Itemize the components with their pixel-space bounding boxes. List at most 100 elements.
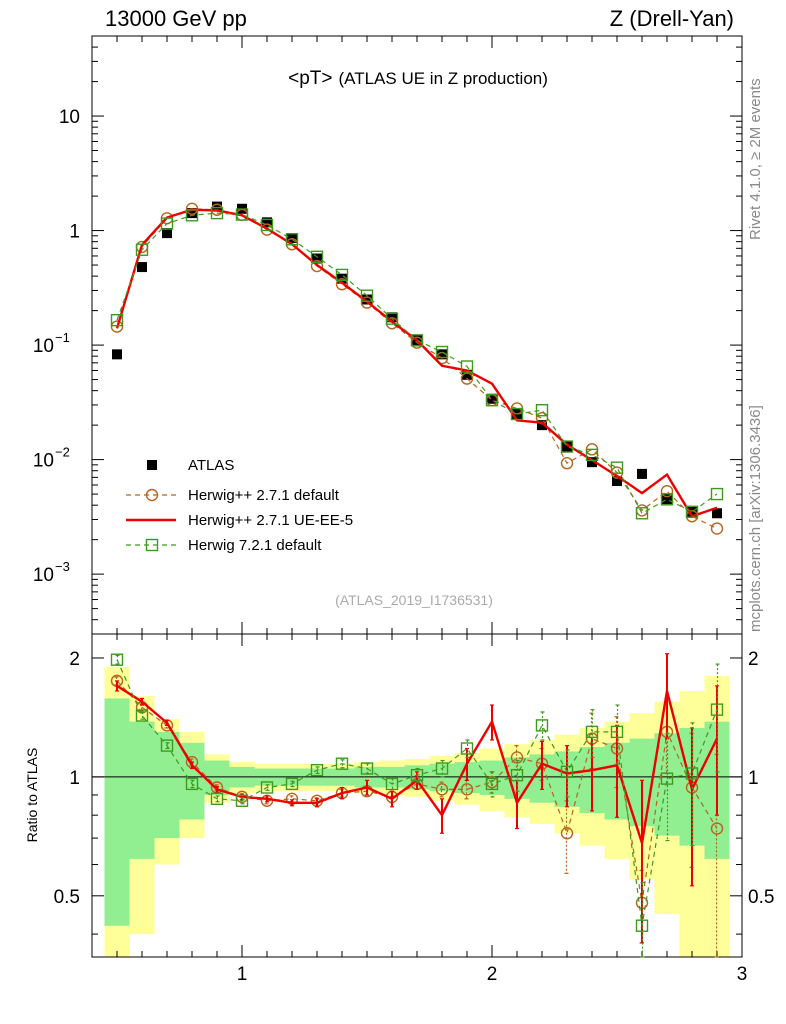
ratio-point-herwig-7-2-1-default-4 bbox=[210, 792, 224, 806]
main-point-herwig-7-2-1-default-17 bbox=[535, 404, 549, 417]
ratio-point-herwig-7-2-1-default-0 bbox=[110, 653, 124, 666]
ratio-point-herwig-7-2-1-default-10 bbox=[360, 762, 374, 775]
main-point-atlas-10 bbox=[362, 294, 372, 305]
main-point-atlas-19 bbox=[587, 457, 597, 468]
main-line-herwig-2-7-1-default bbox=[116, 208, 718, 530]
main-point-atlas-15 bbox=[487, 393, 497, 404]
x-tick-label-1: 1 bbox=[237, 964, 248, 985]
ratio-point-herwig-7-2-1-default-5 bbox=[235, 794, 249, 807]
y-tick-label-exp-1: −2 bbox=[55, 445, 70, 460]
y-tick-label-exp-0: −3 bbox=[55, 559, 70, 574]
ratio-point-herwig-7-2-1-default-6 bbox=[260, 781, 274, 794]
x-tick-label-3: 3 bbox=[737, 964, 748, 985]
ratio-y-tick-label-right-0.5: 0.5 bbox=[748, 887, 774, 908]
ratio-point-herwig-2-7-1-default-13 bbox=[435, 783, 449, 796]
main-point-atlas-8 bbox=[312, 253, 322, 264]
ratio-uncertainty-bands bbox=[104, 666, 730, 957]
main-point-atlas-24 bbox=[712, 508, 722, 519]
main-point-atlas-4 bbox=[212, 201, 222, 212]
main-point-herwig-7-2-1-default-14 bbox=[460, 360, 474, 373]
main-point-atlas-2 bbox=[162, 228, 172, 239]
ratio-point-herwig-7-2-1-default-23 bbox=[685, 767, 699, 780]
legend-label-atlas: ATLAS bbox=[188, 457, 234, 474]
main-point-herwig-2-7-1-default-0 bbox=[110, 320, 124, 333]
main-point-herwig-7-2-1-default-12 bbox=[410, 334, 424, 347]
legend-marker-herwig-7-2-1-default bbox=[145, 538, 159, 552]
main-point-herwig-7-2-1-default-0 bbox=[110, 313, 124, 327]
main-point-herwig-7-2-1-default-6 bbox=[260, 218, 274, 232]
main-point-atlas-13 bbox=[437, 349, 447, 360]
main-point-atlas-17 bbox=[537, 420, 547, 431]
ratio-point-herwig-7-2-1-default-3 bbox=[185, 777, 199, 791]
main-point-herwig-7-2-1-default-1 bbox=[135, 243, 149, 256]
y-tick-label-10: 10 bbox=[59, 107, 80, 128]
main-point-atlas-20 bbox=[612, 476, 622, 487]
main-point-herwig-7-2-1-default-16 bbox=[510, 407, 524, 421]
ratio-point-herwig-7-2-1-default-22 bbox=[660, 772, 674, 785]
main-point-herwig-7-2-1-default-15 bbox=[485, 394, 499, 407]
main-point-atlas-23 bbox=[687, 506, 697, 517]
ratio-point-herwig-7-2-1-default-24 bbox=[710, 703, 724, 716]
ratio-point-herwig-7-2-1-default-2 bbox=[160, 739, 174, 752]
main-point-herwig-7-2-1-default-22 bbox=[660, 493, 674, 506]
main-point-herwig-2-7-1-default-22 bbox=[660, 484, 674, 498]
ratio-point-herwig-7-2-1-default-20 bbox=[610, 725, 624, 739]
main-point-herwig-2-7-1-default-10 bbox=[360, 296, 374, 309]
header-left-label: 13000 GeV pp bbox=[105, 6, 247, 31]
ratio-point-herwig-2-7-1-default-18 bbox=[560, 827, 574, 840]
main-point-herwig-7-2-1-default-5 bbox=[235, 208, 249, 221]
header-right-label: Z (Drell-Yan) bbox=[609, 6, 734, 31]
y-tick-label-1: 1 bbox=[69, 222, 80, 243]
main-point-atlas-18 bbox=[562, 441, 572, 452]
analysis-id-label: (ATLAS_2019_I1736531) bbox=[335, 592, 493, 608]
ratio-line-herwig-7-2-1-default bbox=[116, 659, 718, 926]
main-point-herwig-7-2-1-default-4 bbox=[210, 206, 224, 220]
ratio-point-herwig-2-7-1-default-24 bbox=[710, 822, 724, 835]
legend-label-herwigpp-default: Herwig++ 2.7.1 default bbox=[188, 487, 340, 504]
ratio-band-inner-2 bbox=[154, 731, 180, 839]
ratio-y-tick-label-right-2: 2 bbox=[748, 649, 759, 670]
y-tick-label-base-2: 10 bbox=[33, 336, 54, 357]
main-point-herwig-2-7-1-default-8 bbox=[310, 259, 324, 273]
main-point-atlas-1 bbox=[137, 262, 147, 273]
main-line-herwig-2-7-1-ue-ee-5 bbox=[115, 208, 718, 518]
ratio-point-herwig-2-7-1-default-16 bbox=[510, 751, 524, 764]
ratio-point-herwig-2-7-1-default-14 bbox=[460, 783, 474, 796]
legend-marker-herwig-2-7-1-default bbox=[145, 488, 159, 502]
main-point-atlas-21 bbox=[637, 468, 647, 479]
ratio-point-herwig-7-2-1-default-11 bbox=[385, 777, 399, 791]
y-tick-label-base-1: 10 bbox=[33, 451, 54, 472]
main-point-herwig-7-2-1-default-8 bbox=[310, 250, 324, 264]
main-point-herwig-7-2-1-default-2 bbox=[160, 217, 174, 230]
main-point-herwig-2-7-1-default-24 bbox=[710, 522, 724, 535]
ratio-point-herwig-7-2-1-default-12 bbox=[410, 768, 424, 782]
y-tick-label-base-0: 10 bbox=[33, 565, 54, 586]
ratio-point-herwig-7-2-1-default-7 bbox=[285, 777, 299, 791]
main-point-herwig-2-7-1-default-18 bbox=[560, 457, 574, 470]
series-herwig-7-2-1-default bbox=[110, 206, 724, 958]
main-point-herwig-2-7-1-default-9 bbox=[335, 278, 349, 291]
legend bbox=[126, 460, 176, 552]
main-point-atlas-0 bbox=[112, 349, 122, 360]
main-point-herwig-7-2-1-default-21 bbox=[635, 507, 649, 520]
main-point-atlas-6 bbox=[262, 217, 272, 228]
chart-text: <pT> (ATLAS UE in Z production) (ATLAS_2… bbox=[24, 68, 548, 842]
ratio-point-herwig-7-2-1-default-1 bbox=[135, 709, 149, 722]
x-tick-label-2: 2 bbox=[487, 964, 498, 985]
main-point-herwig-7-2-1-default-7 bbox=[285, 233, 299, 246]
ratio-point-herwig-7-2-1-default-19 bbox=[585, 725, 599, 739]
plot-subtitle: (ATLAS UE in Z production) bbox=[338, 69, 547, 88]
main-point-herwig-2-7-1-default-14 bbox=[460, 372, 474, 385]
ratio-point-herwig-7-2-1-default-8 bbox=[310, 763, 324, 777]
ratio-y-tick-label-right-1: 1 bbox=[748, 768, 759, 789]
ratio-y-tick-label-left-0.5: 0.5 bbox=[54, 887, 80, 908]
ratio-point-herwig-7-2-1-default-13 bbox=[435, 762, 449, 775]
main-point-herwig-7-2-1-default-11 bbox=[385, 312, 399, 325]
plot-title: <pT> bbox=[288, 68, 332, 89]
ratio-point-herwig-7-2-1-default-14 bbox=[460, 742, 474, 755]
main-point-herwig-7-2-1-default-9 bbox=[335, 268, 349, 282]
main-point-herwig-7-2-1-default-19 bbox=[585, 448, 599, 462]
main-point-herwig-7-2-1-default-10 bbox=[360, 289, 374, 302]
